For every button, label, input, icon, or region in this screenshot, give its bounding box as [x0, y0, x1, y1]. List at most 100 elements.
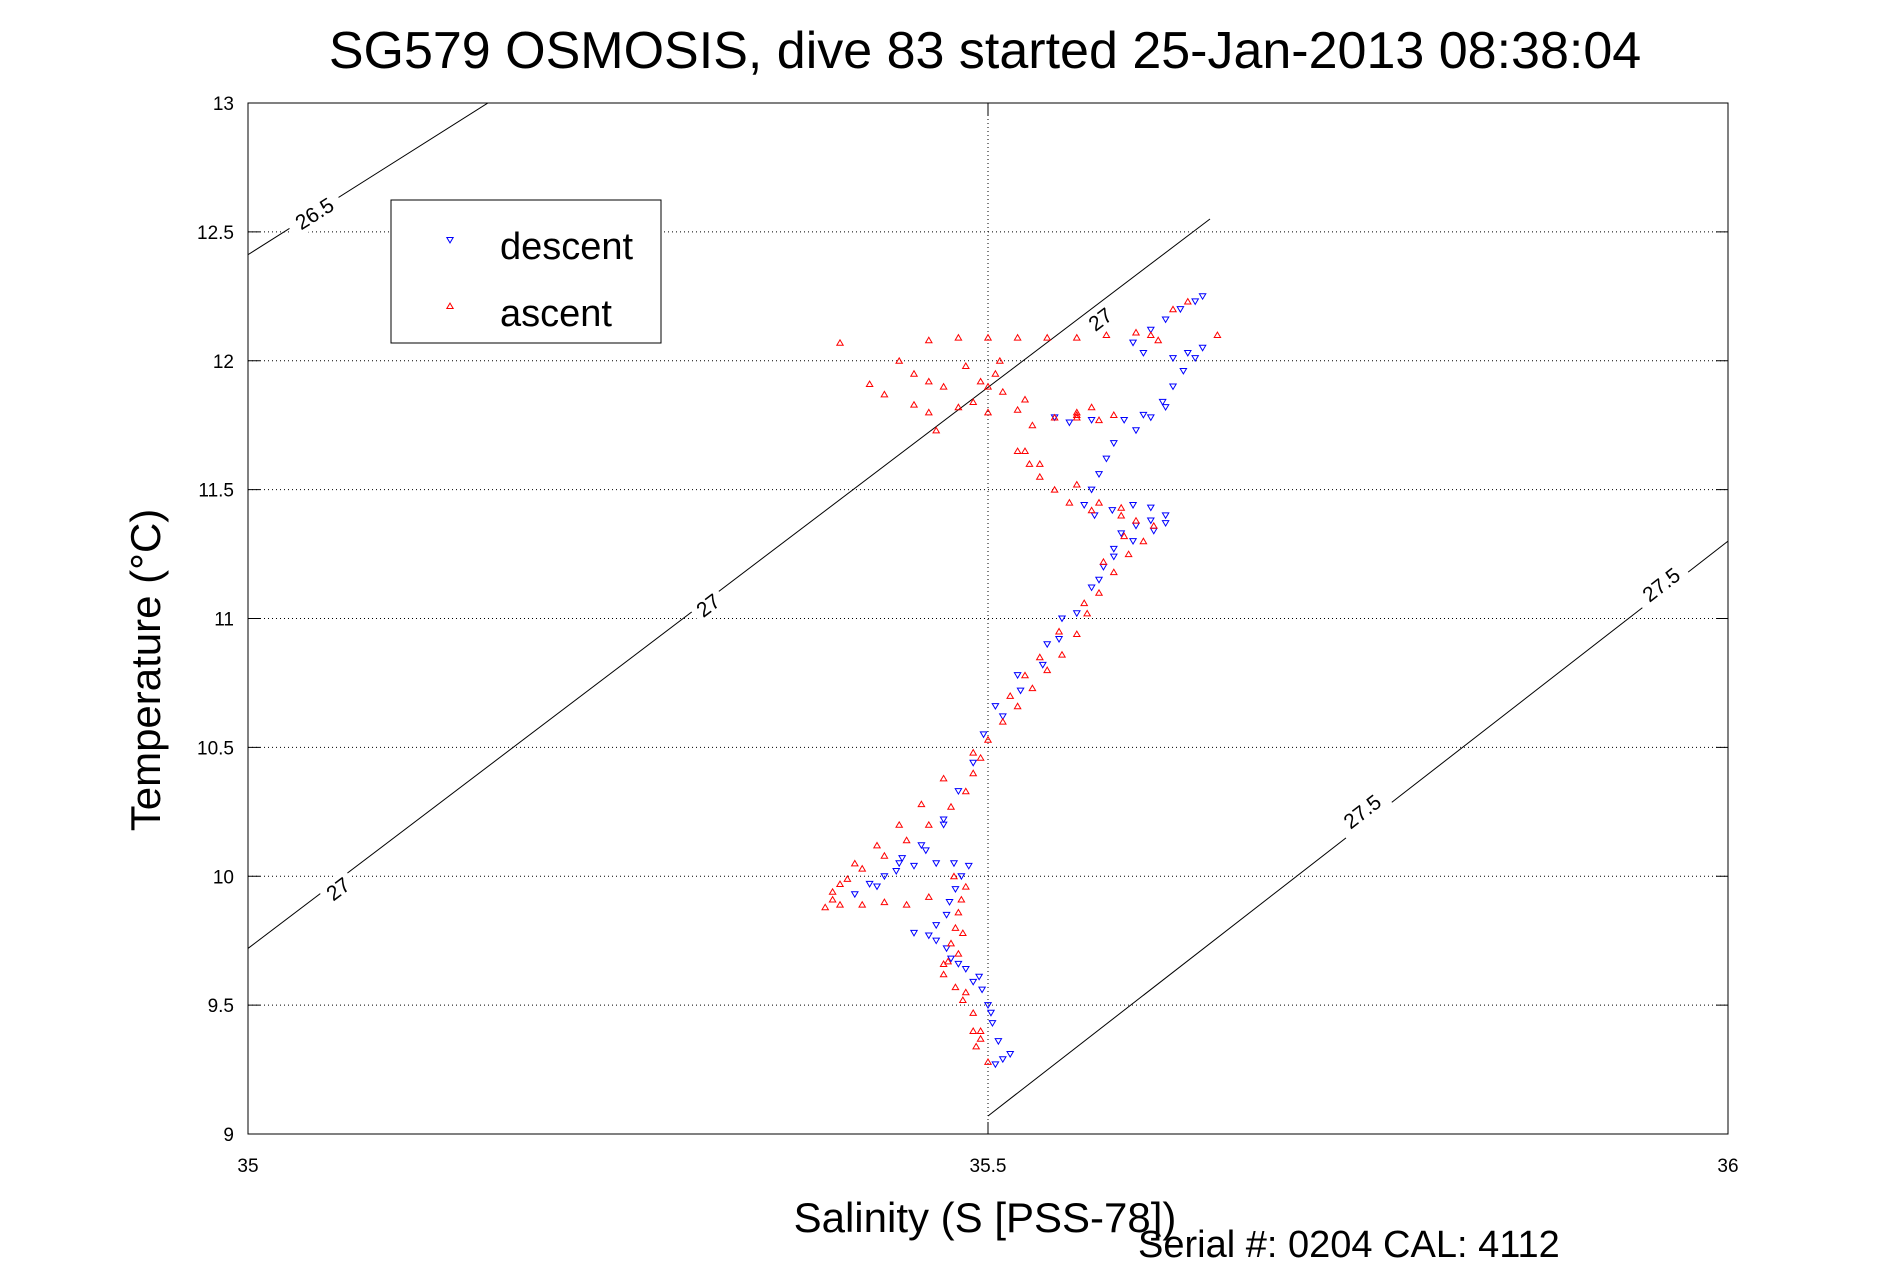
descent-point — [1072, 610, 1081, 618]
ascent-point — [909, 400, 919, 408]
ascent-point — [924, 408, 933, 416]
ascent-point — [880, 851, 889, 859]
descent-point — [872, 883, 882, 891]
ascent-point — [976, 1034, 985, 1042]
ascent-point — [1050, 485, 1059, 493]
ascent-point — [1006, 691, 1015, 699]
descent-point — [1013, 672, 1022, 680]
ascent-point — [1087, 403, 1096, 411]
ascent-point — [909, 369, 919, 377]
descent-point — [978, 986, 987, 994]
ascent-point — [895, 820, 904, 828]
descent-point — [988, 1020, 997, 1028]
ascent-point — [1013, 447, 1022, 455]
ascent-point — [1065, 498, 1074, 506]
y-tick-label: 10 — [213, 867, 234, 888]
legend-ascent-label: ascent — [500, 293, 612, 335]
descent-point — [1087, 416, 1096, 424]
ascent-point — [983, 735, 993, 743]
descent-point — [1128, 538, 1138, 546]
ascent-point — [924, 893, 933, 900]
ascent-point — [1099, 557, 1108, 565]
ascent-point — [954, 949, 963, 957]
ascent-point — [939, 970, 948, 978]
ascent-point — [983, 333, 993, 341]
ascent-point — [1139, 537, 1148, 545]
ascent-point — [1043, 333, 1052, 341]
ascent-point — [1013, 702, 1022, 710]
ascent-point — [976, 377, 985, 385]
isopycnal-label-bg — [1079, 299, 1122, 340]
descent-point — [983, 1002, 993, 1009]
legend: descent ascent — [390, 199, 662, 344]
ascent-point — [961, 362, 970, 369]
y-tick-label: 9 — [223, 1125, 234, 1146]
isopycnal-label-bg — [1332, 784, 1393, 840]
ascent-point — [858, 864, 867, 872]
descent-point — [1161, 512, 1170, 520]
ascent-point — [1020, 395, 1030, 403]
ascent-point — [946, 939, 956, 947]
ascent-point — [969, 769, 978, 777]
ascent-point — [872, 841, 882, 849]
legend-descent-marker — [445, 236, 455, 244]
descent-point — [921, 847, 930, 855]
ascent-point — [1054, 627, 1064, 635]
descent-point — [1120, 416, 1129, 424]
descent-point — [932, 860, 941, 868]
ascent-point — [828, 895, 837, 903]
ascent-point — [954, 333, 963, 341]
ascent-point — [961, 882, 970, 890]
descent-point — [954, 960, 963, 968]
ascent-point — [1094, 498, 1104, 506]
ascent-point — [1109, 568, 1118, 576]
ascent-point — [880, 898, 889, 906]
ascent-point — [1080, 599, 1089, 607]
ascent-point — [983, 408, 993, 416]
ascent-point — [939, 960, 948, 967]
descent-point — [1161, 404, 1170, 412]
descent-point — [924, 932, 933, 940]
descent-point — [1198, 344, 1207, 352]
x-tick-label: 35.5 — [970, 1156, 1007, 1177]
ascent-point — [924, 820, 933, 828]
ascent-point — [843, 874, 852, 882]
descent-point — [998, 1056, 1007, 1064]
descent-point — [1109, 545, 1118, 553]
ascent-point — [957, 895, 966, 903]
descent-point — [1146, 326, 1155, 334]
ascent-point — [998, 387, 1007, 395]
ascent-series — [821, 297, 1222, 1065]
descent-point — [1146, 504, 1155, 512]
ascent-point — [943, 957, 953, 965]
ascent-point — [983, 1057, 993, 1065]
descent-point — [1161, 520, 1170, 527]
descent-point — [1057, 615, 1067, 623]
ascent-point — [991, 369, 1000, 377]
descent-point — [979, 731, 988, 739]
descent-point — [942, 911, 951, 919]
descent-point — [949, 860, 959, 868]
y-tick-label: 9.5 — [208, 996, 234, 1017]
ascent-point — [1013, 333, 1022, 341]
ascent-point — [1050, 413, 1059, 421]
descent-point — [892, 868, 901, 875]
descent-point — [1117, 530, 1126, 538]
descent-point — [865, 880, 874, 888]
descent-point — [1102, 455, 1111, 463]
ascent-point — [1124, 550, 1133, 558]
y-tick-label: 12 — [213, 352, 234, 373]
ascent-point — [1043, 666, 1052, 674]
ascent-point — [954, 908, 963, 916]
ascent-point — [1183, 297, 1192, 305]
ascent-point — [946, 802, 956, 810]
descent-point — [998, 713, 1007, 721]
ascent-point — [902, 836, 911, 844]
descent-point — [1139, 349, 1148, 357]
ascent-point — [1035, 472, 1044, 480]
ascent-point — [998, 717, 1007, 725]
descent-point — [1087, 486, 1096, 494]
legend-box — [390, 199, 662, 344]
ascent-point — [972, 1042, 981, 1050]
ascent-point — [1146, 331, 1155, 339]
